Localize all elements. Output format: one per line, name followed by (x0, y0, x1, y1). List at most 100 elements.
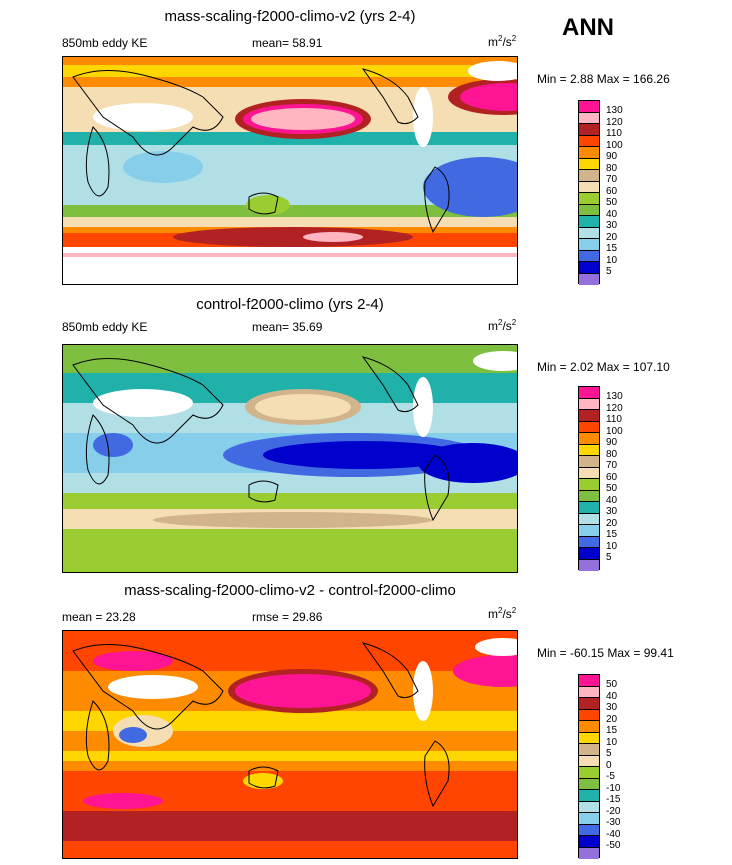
panel-3-units: m2/s2 (488, 606, 517, 621)
colorbar-swatch (579, 790, 599, 802)
colorbar-swatch (579, 525, 599, 537)
colorbar-tick: 60 (606, 471, 618, 483)
colorbar-tick: -15 (606, 794, 621, 805)
panel-2-colorbar (578, 386, 600, 571)
colorbar-tick: 10 (606, 254, 618, 266)
colorbar-tick: 80 (606, 162, 618, 174)
panel-3-map (62, 630, 518, 859)
colorbar-tick: 5 (606, 266, 612, 277)
colorbar-swatch (579, 227, 599, 239)
colorbar-tick: 130 (606, 105, 623, 116)
panel-1-mean-label: mean= 58.91 (252, 36, 323, 50)
colorbar-swatch (579, 239, 599, 251)
panel-2-map (62, 344, 518, 573)
colorbar-tick: 20 (606, 231, 618, 243)
colorbar-tick: 40 (606, 690, 618, 702)
colorbar-tick: 110 (606, 128, 622, 139)
colorbar-tick: 30 (606, 702, 618, 713)
colorbar-swatch (579, 686, 599, 698)
colorbar-tick: 70 (606, 174, 618, 185)
panel-1-title: mass-scaling-f2000-climo-v2 (yrs 2-4) (164, 8, 416, 25)
panel-1-minmax: Min = 2.88 Max = 166.26 (537, 72, 670, 86)
colorbar-swatch (579, 273, 599, 285)
colorbar-tick: 30 (606, 506, 618, 517)
colorbar-swatch (579, 548, 599, 560)
colorbar-swatch (579, 387, 599, 399)
colorbar-tick: 30 (606, 220, 618, 231)
panel-3-mean-label: mean = 23.28 (62, 610, 136, 624)
colorbar-swatch (579, 124, 599, 136)
colorbar-swatch (579, 732, 599, 744)
colorbar-swatch (579, 158, 599, 170)
colorbar-tick: 120 (606, 116, 623, 128)
colorbar-swatch (579, 502, 599, 514)
colorbar-swatch (579, 490, 599, 502)
colorbar-tick: 130 (606, 391, 623, 402)
colorbar-swatch (579, 204, 599, 216)
colorbar-swatch (579, 444, 599, 456)
colorbar-swatch (579, 181, 599, 193)
colorbar-tick: 70 (606, 460, 618, 471)
colorbar-tick: 80 (606, 448, 618, 460)
colorbar-swatch (579, 675, 599, 687)
panel-1-map (62, 56, 518, 285)
colorbar-swatch (579, 767, 599, 779)
colorbar-tick: 15 (606, 529, 618, 540)
panel-3-title: mass-scaling-f2000-climo-v2 - control-f2… (124, 582, 456, 599)
colorbar-tick: 110 (606, 414, 622, 425)
colorbar-swatch (579, 216, 599, 228)
colorbar-swatch (579, 513, 599, 525)
colorbar-tick: 15 (606, 725, 618, 736)
panel-1-units: m2/s2 (488, 34, 517, 49)
colorbar-tick: 20 (606, 517, 618, 529)
colorbar-tick: -40 (606, 828, 621, 840)
colorbar-tick: 50 (606, 483, 618, 494)
colorbar-swatch (579, 170, 599, 182)
colorbar-swatch (579, 559, 599, 571)
panel-2-units: m2/s2 (488, 318, 517, 333)
colorbar-swatch (579, 744, 599, 756)
colorbar-swatch (579, 421, 599, 433)
colorbar-swatch (579, 262, 599, 274)
colorbar-tick: -20 (606, 805, 621, 817)
panel-3-rmse-label: rmse = 29.86 (252, 610, 323, 624)
colorbar-tick: 50 (606, 679, 618, 690)
colorbar-swatch (579, 755, 599, 767)
colorbar-swatch (579, 801, 599, 813)
colorbar-swatch (579, 147, 599, 159)
colorbar-swatch (579, 778, 599, 790)
colorbar-tick: 40 (606, 494, 618, 506)
colorbar-tick: -10 (606, 782, 621, 794)
colorbar-swatch (579, 479, 599, 491)
colorbar-swatch (579, 536, 599, 548)
panel-1-left-label: 850mb eddy KE (62, 36, 148, 50)
panel-1-colorbar (578, 100, 600, 285)
colorbar-swatch (579, 410, 599, 422)
colorbar-swatch (579, 467, 599, 479)
colorbar-swatch (579, 813, 599, 825)
colorbar-swatch (579, 698, 599, 710)
colorbar-swatch (579, 824, 599, 836)
colorbar-swatch (579, 193, 599, 205)
panel-2-left-label: 850mb eddy KE (62, 320, 148, 334)
colorbar-tick: 50 (606, 197, 618, 208)
colorbar-tick: 100 (606, 139, 623, 151)
colorbar-swatch (579, 836, 599, 848)
colorbar-swatch (579, 101, 599, 113)
colorbar-tick: -30 (606, 817, 621, 828)
colorbar-tick: 5 (606, 552, 612, 563)
colorbar-tick: 90 (606, 437, 618, 448)
colorbar-tick: -50 (606, 840, 621, 851)
colorbar-swatch (579, 398, 599, 410)
colorbar-swatch (579, 433, 599, 445)
colorbar-swatch (579, 456, 599, 468)
season-label: ANN (562, 14, 614, 41)
colorbar-swatch (579, 112, 599, 124)
colorbar-tick: -5 (606, 771, 615, 782)
panel-2-minmax: Min = 2.02 Max = 107.10 (537, 360, 670, 374)
colorbar-tick: 40 (606, 208, 618, 220)
colorbar-swatch (579, 847, 599, 859)
colorbar-swatch (579, 709, 599, 721)
colorbar-tick: 0 (606, 759, 612, 771)
colorbar-tick: 10 (606, 540, 618, 552)
